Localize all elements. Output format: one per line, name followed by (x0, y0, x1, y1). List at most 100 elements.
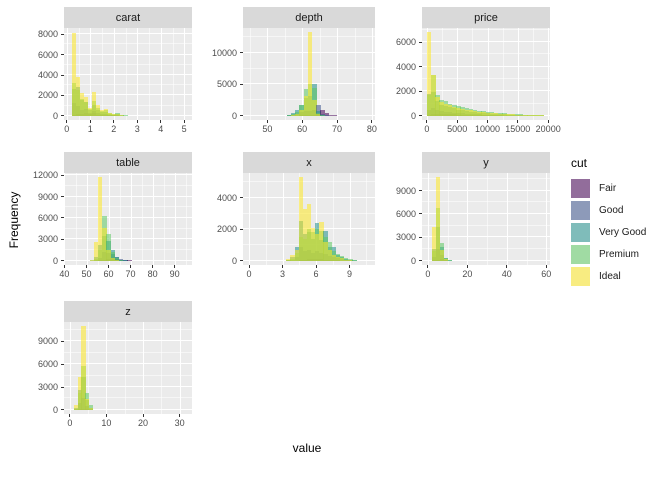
histogram-bar-ideal (107, 113, 112, 116)
histogram-bar-ideal (443, 104, 449, 116)
y-axis-tick-label: 0 (52, 404, 58, 415)
y-axis-title: Frequency (7, 191, 21, 249)
y-axis-tick (419, 90, 422, 92)
y-major-gridline (64, 195, 192, 197)
histogram-bar-ideal (79, 92, 84, 116)
x-axis-tick (142, 414, 144, 417)
y-axis-tick (61, 174, 64, 176)
x-axis-tick (174, 265, 176, 268)
facet-strip-depth: depth (243, 7, 375, 28)
y-axis-tick-label: 9000 (37, 191, 58, 202)
x-axis-tick-label: 70 (125, 269, 136, 279)
y-major-gridline (422, 236, 550, 238)
y-major-gridline (422, 189, 550, 191)
x-major-gridline (517, 28, 519, 120)
y-major-gridline (64, 94, 192, 96)
histogram-bar-ideal (114, 259, 120, 261)
histogram-bar-ideal (468, 110, 474, 116)
y-minor-gridline (64, 249, 192, 251)
y-major-gridline (422, 212, 550, 214)
x-major-gridline (546, 173, 548, 265)
x-major-gridline (64, 173, 66, 265)
histogram-bar-ideal (102, 227, 107, 261)
legend-entry-label: Ideal (599, 271, 621, 282)
x-major-gridline (371, 28, 373, 120)
x-axis-tick-label: 60 (541, 269, 552, 279)
y-axis-tick-label: 2000 (37, 90, 58, 101)
histogram-bar-ideal (331, 254, 337, 261)
x-axis-title: value (292, 441, 322, 455)
histogram-bar-ideal (535, 115, 541, 116)
histogram-bar-ideal (85, 399, 90, 410)
histogram-bar-ideal (502, 113, 507, 116)
histogram-bar-ideal (447, 105, 453, 116)
x-axis-tick (108, 265, 109, 268)
histogram-bar-ideal (464, 109, 469, 116)
x-axis-tick-label: 90 (169, 269, 180, 279)
legend-entry-label: Very Good (599, 227, 647, 238)
y-minor-gridline (422, 53, 550, 55)
legend-entry-very-good: Very Good (571, 223, 646, 242)
x-minor-gridline (161, 322, 163, 414)
histogram-bar-ideal (295, 113, 300, 116)
histogram-bar-ideal (111, 114, 116, 116)
legend-swatch-good (571, 201, 590, 220)
x-axis-tick-label: 20000 (535, 124, 561, 134)
histogram-bar-good (324, 115, 329, 116)
x-axis-tick (315, 265, 317, 268)
x-minor-gridline (366, 173, 368, 265)
x-axis-tick (426, 120, 428, 123)
x-major-gridline (143, 322, 144, 414)
x-axis-tick-label: 3 (134, 124, 140, 134)
histogram-bar-fair (328, 114, 334, 116)
histogram-bar-ideal (97, 177, 103, 261)
histogram-bar-ideal (302, 208, 308, 261)
histogram-bar-ideal (315, 234, 320, 261)
facet-strip-table: table (64, 152, 192, 173)
y-axis-tick-label: 0 (231, 255, 237, 266)
histogram-bar-ideal (435, 97, 440, 116)
histogram-bar-ideal (439, 249, 444, 261)
x-major-gridline (337, 28, 338, 120)
x-axis-tick-label: 0 (424, 124, 430, 134)
y-axis-tick (419, 213, 422, 215)
facet-panel-y (422, 173, 550, 265)
x-axis-tick (266, 120, 268, 123)
x-major-gridline (106, 322, 108, 414)
x-major-gridline (249, 173, 250, 265)
y-minor-gridline (422, 28, 550, 30)
facet-strip-carat: carat (64, 7, 192, 28)
x-minor-gridline (284, 28, 286, 120)
y-axis-tick (240, 260, 243, 262)
histogram-bar-ideal (71, 32, 76, 116)
histogram-bar-ideal (472, 110, 478, 116)
x-axis-tick (183, 120, 185, 123)
x-axis-tick (547, 120, 549, 123)
y-major-gridline (64, 386, 192, 387)
histogram-bar-premium (114, 258, 120, 261)
y-minor-gridline (64, 84, 192, 86)
y-axis-tick-label: 0 (410, 255, 416, 266)
histogram-bar-ideal (506, 114, 511, 116)
x-major-gridline (152, 173, 154, 265)
x-minor-gridline (526, 173, 528, 265)
y-major-gridline (64, 259, 192, 261)
x-axis-tick-label: 80 (147, 269, 158, 279)
y-axis-tick-label: 2000 (216, 224, 237, 235)
histogram-bar-ideal (514, 114, 520, 116)
x-minor-gridline (533, 28, 534, 120)
facet-panel-price (422, 28, 550, 120)
histogram-bar-ideal (435, 177, 440, 261)
x-axis-tick (179, 414, 181, 417)
x-axis-tick (456, 120, 458, 123)
y-axis-tick (61, 260, 64, 262)
legend-swatch-very-good (571, 223, 590, 242)
histogram-bar-premium (320, 115, 325, 116)
histogram-bar-ideal (89, 260, 95, 261)
histogram-bar-ideal (498, 113, 503, 116)
y-axis-tick-label: 0 (410, 110, 416, 121)
x-axis-tick (466, 265, 468, 268)
x-minor-gridline (447, 173, 449, 265)
facet-panel-z (64, 322, 192, 414)
